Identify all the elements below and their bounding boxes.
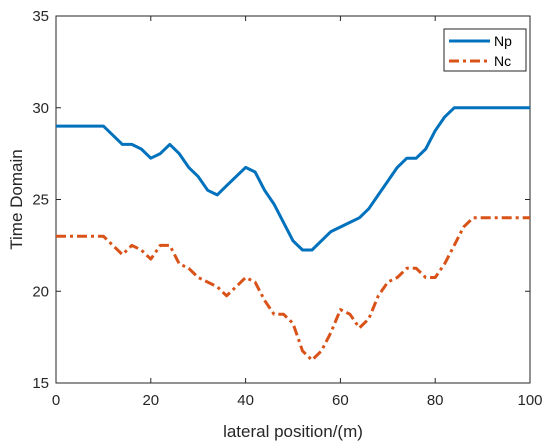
y-tick-label: 25: [32, 192, 49, 209]
legend-label-nc: Nc: [494, 53, 511, 69]
x-tick-label: 0: [52, 392, 60, 409]
legend-box: [443, 28, 527, 72]
y-tick-label: 20: [32, 283, 49, 300]
plot-area: [55, 15, 531, 384]
legend-label-np: Np: [494, 33, 512, 49]
x-tick-label: 80: [427, 392, 444, 409]
x-tick-label: 60: [332, 392, 349, 409]
data-series: [56, 106, 530, 362]
legend: Np Nc: [443, 28, 527, 72]
x-tick-label: 40: [237, 392, 254, 409]
series-line-nc: [56, 216, 530, 362]
y-tick-label: 35: [32, 8, 49, 25]
series-line-np: [56, 106, 530, 252]
x-axis-label: lateral position/(m): [223, 422, 363, 441]
x-tick-label: 20: [142, 392, 159, 409]
y-tick-label: 15: [32, 375, 49, 392]
y-axis-label: Time Domain: [7, 149, 26, 249]
plot-frame: [55, 15, 531, 384]
x-tick-label: 100: [517, 392, 542, 409]
axis-ticks: 0 20 40 60 80 100 15 20 25 30 35: [32, 8, 542, 409]
y-tick-label: 30: [32, 100, 49, 117]
